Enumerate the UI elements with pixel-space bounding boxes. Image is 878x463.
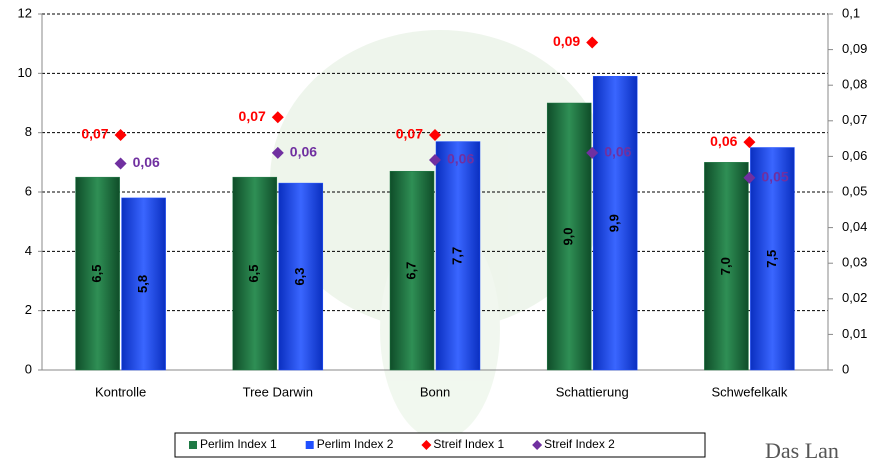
marker-diamond (114, 157, 127, 170)
bar (232, 176, 278, 371)
y2-tick-label: 0,02 (842, 290, 867, 305)
x-tick-label: Schattierung (556, 384, 629, 399)
marker-diamond (586, 146, 599, 159)
marker-diamond (743, 171, 756, 184)
y2-tick-label: 0,05 (842, 183, 867, 198)
y-tick-label: 0 (25, 361, 32, 376)
bar (592, 76, 638, 371)
bar (546, 102, 592, 371)
bar-value-label: 6,3 (292, 268, 307, 286)
x-tick-label: Kontrolle (95, 384, 146, 399)
bar-value-label: 9,0 (561, 227, 576, 245)
legend-label: Perlim Index 1 (200, 437, 277, 451)
marker-diamond (586, 36, 599, 49)
y2-tick-label: 0,01 (842, 326, 867, 341)
y2-tick-label: 0,07 (842, 112, 867, 127)
bar-value-label: 6,5 (246, 265, 261, 283)
y2-tick-label: 0,03 (842, 255, 867, 270)
bar-value-label: 6,5 (89, 265, 104, 283)
y-tick-label: 10 (18, 65, 32, 80)
x-tick-label: Bonn (420, 384, 450, 399)
point-value-label: 0,06 (133, 154, 160, 170)
y2-tick-label: 0 (842, 361, 849, 376)
bar-value-label: 5,8 (135, 275, 150, 293)
y2-tick-label: 0,08 (842, 77, 867, 92)
point-value-label: 0,06 (604, 144, 631, 160)
point-value-label: 0,07 (81, 126, 108, 142)
y-tick-label: 2 (25, 302, 32, 317)
bar (435, 141, 481, 371)
bar-value-label: 9,9 (607, 214, 622, 232)
bar (278, 182, 324, 371)
marker-diamond (743, 136, 756, 149)
legend-swatch (189, 441, 197, 449)
y-tick-label: 4 (25, 243, 32, 258)
point-value-label: 0,07 (239, 108, 266, 124)
y-tick-label: 6 (25, 183, 32, 198)
y-tick-label: 8 (25, 124, 32, 139)
legend-swatch (305, 441, 314, 449)
marker-diamond (429, 153, 441, 166)
legend-label: Streif Index 2 (544, 437, 615, 451)
point-value-label: 0,05 (761, 168, 788, 184)
legend-label: Perlim Index 2 (317, 437, 394, 451)
bar (750, 147, 795, 371)
y-tick-label: 12 (18, 5, 32, 20)
legend-swatch (532, 440, 543, 450)
x-tick-label: Tree Darwin (243, 384, 313, 399)
bar (704, 162, 749, 371)
point-value-label: 0,06 (290, 144, 317, 160)
bar-value-label: 7,7 (449, 247, 464, 265)
point-value-label: 0,06 (447, 151, 474, 167)
point-value-label: 0,07 (396, 126, 423, 142)
logo-text: Das Lan (765, 438, 839, 463)
marker-diamond (271, 111, 284, 124)
marker-diamond (271, 146, 284, 159)
point-value-label: 0,09 (553, 33, 580, 49)
legend-swatch (421, 440, 432, 450)
legend-box (174, 432, 706, 458)
bar (75, 176, 120, 371)
bar (121, 197, 166, 371)
marker-diamond (114, 129, 127, 142)
x-tick-label: Schwefelkalk (711, 384, 787, 399)
bar-value-label: 7,0 (718, 257, 733, 275)
plot-area: 0 2 4 6 8 10 12 0 0,01 0,02 0,03 0,04 0,05 0,06 0,07 0,… (18, 5, 868, 399)
point-value-label: 0,06 (710, 133, 737, 149)
bar-value-label: 6,7 (403, 262, 418, 280)
bar-value-label: 7,5 (764, 250, 779, 268)
y2-tick-label: 0,06 (842, 148, 867, 163)
bar (389, 170, 435, 371)
legend-label: Streif Index 1 (433, 437, 504, 451)
marker-diamond (429, 129, 441, 142)
y2-tick-label: 0,09 (842, 41, 867, 56)
y2-tick-label: 0,04 (842, 219, 867, 234)
y2-tick-label: 0,1 (842, 5, 860, 20)
